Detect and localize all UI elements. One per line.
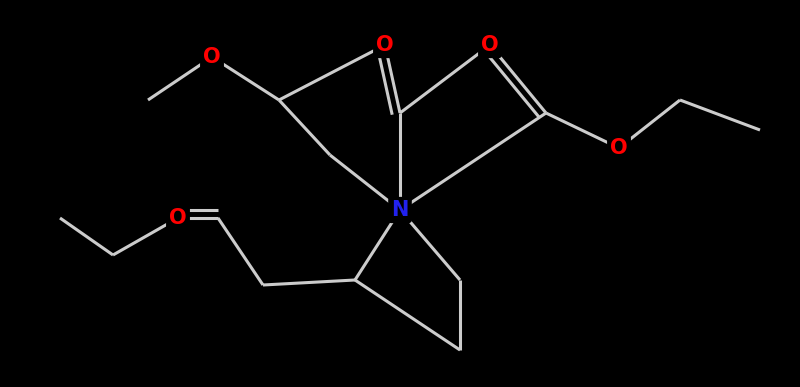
Text: O: O — [169, 208, 187, 228]
Text: O: O — [610, 138, 628, 158]
Text: O: O — [203, 47, 221, 67]
Text: O: O — [376, 35, 394, 55]
Text: N: N — [391, 200, 409, 220]
Text: O: O — [481, 35, 499, 55]
